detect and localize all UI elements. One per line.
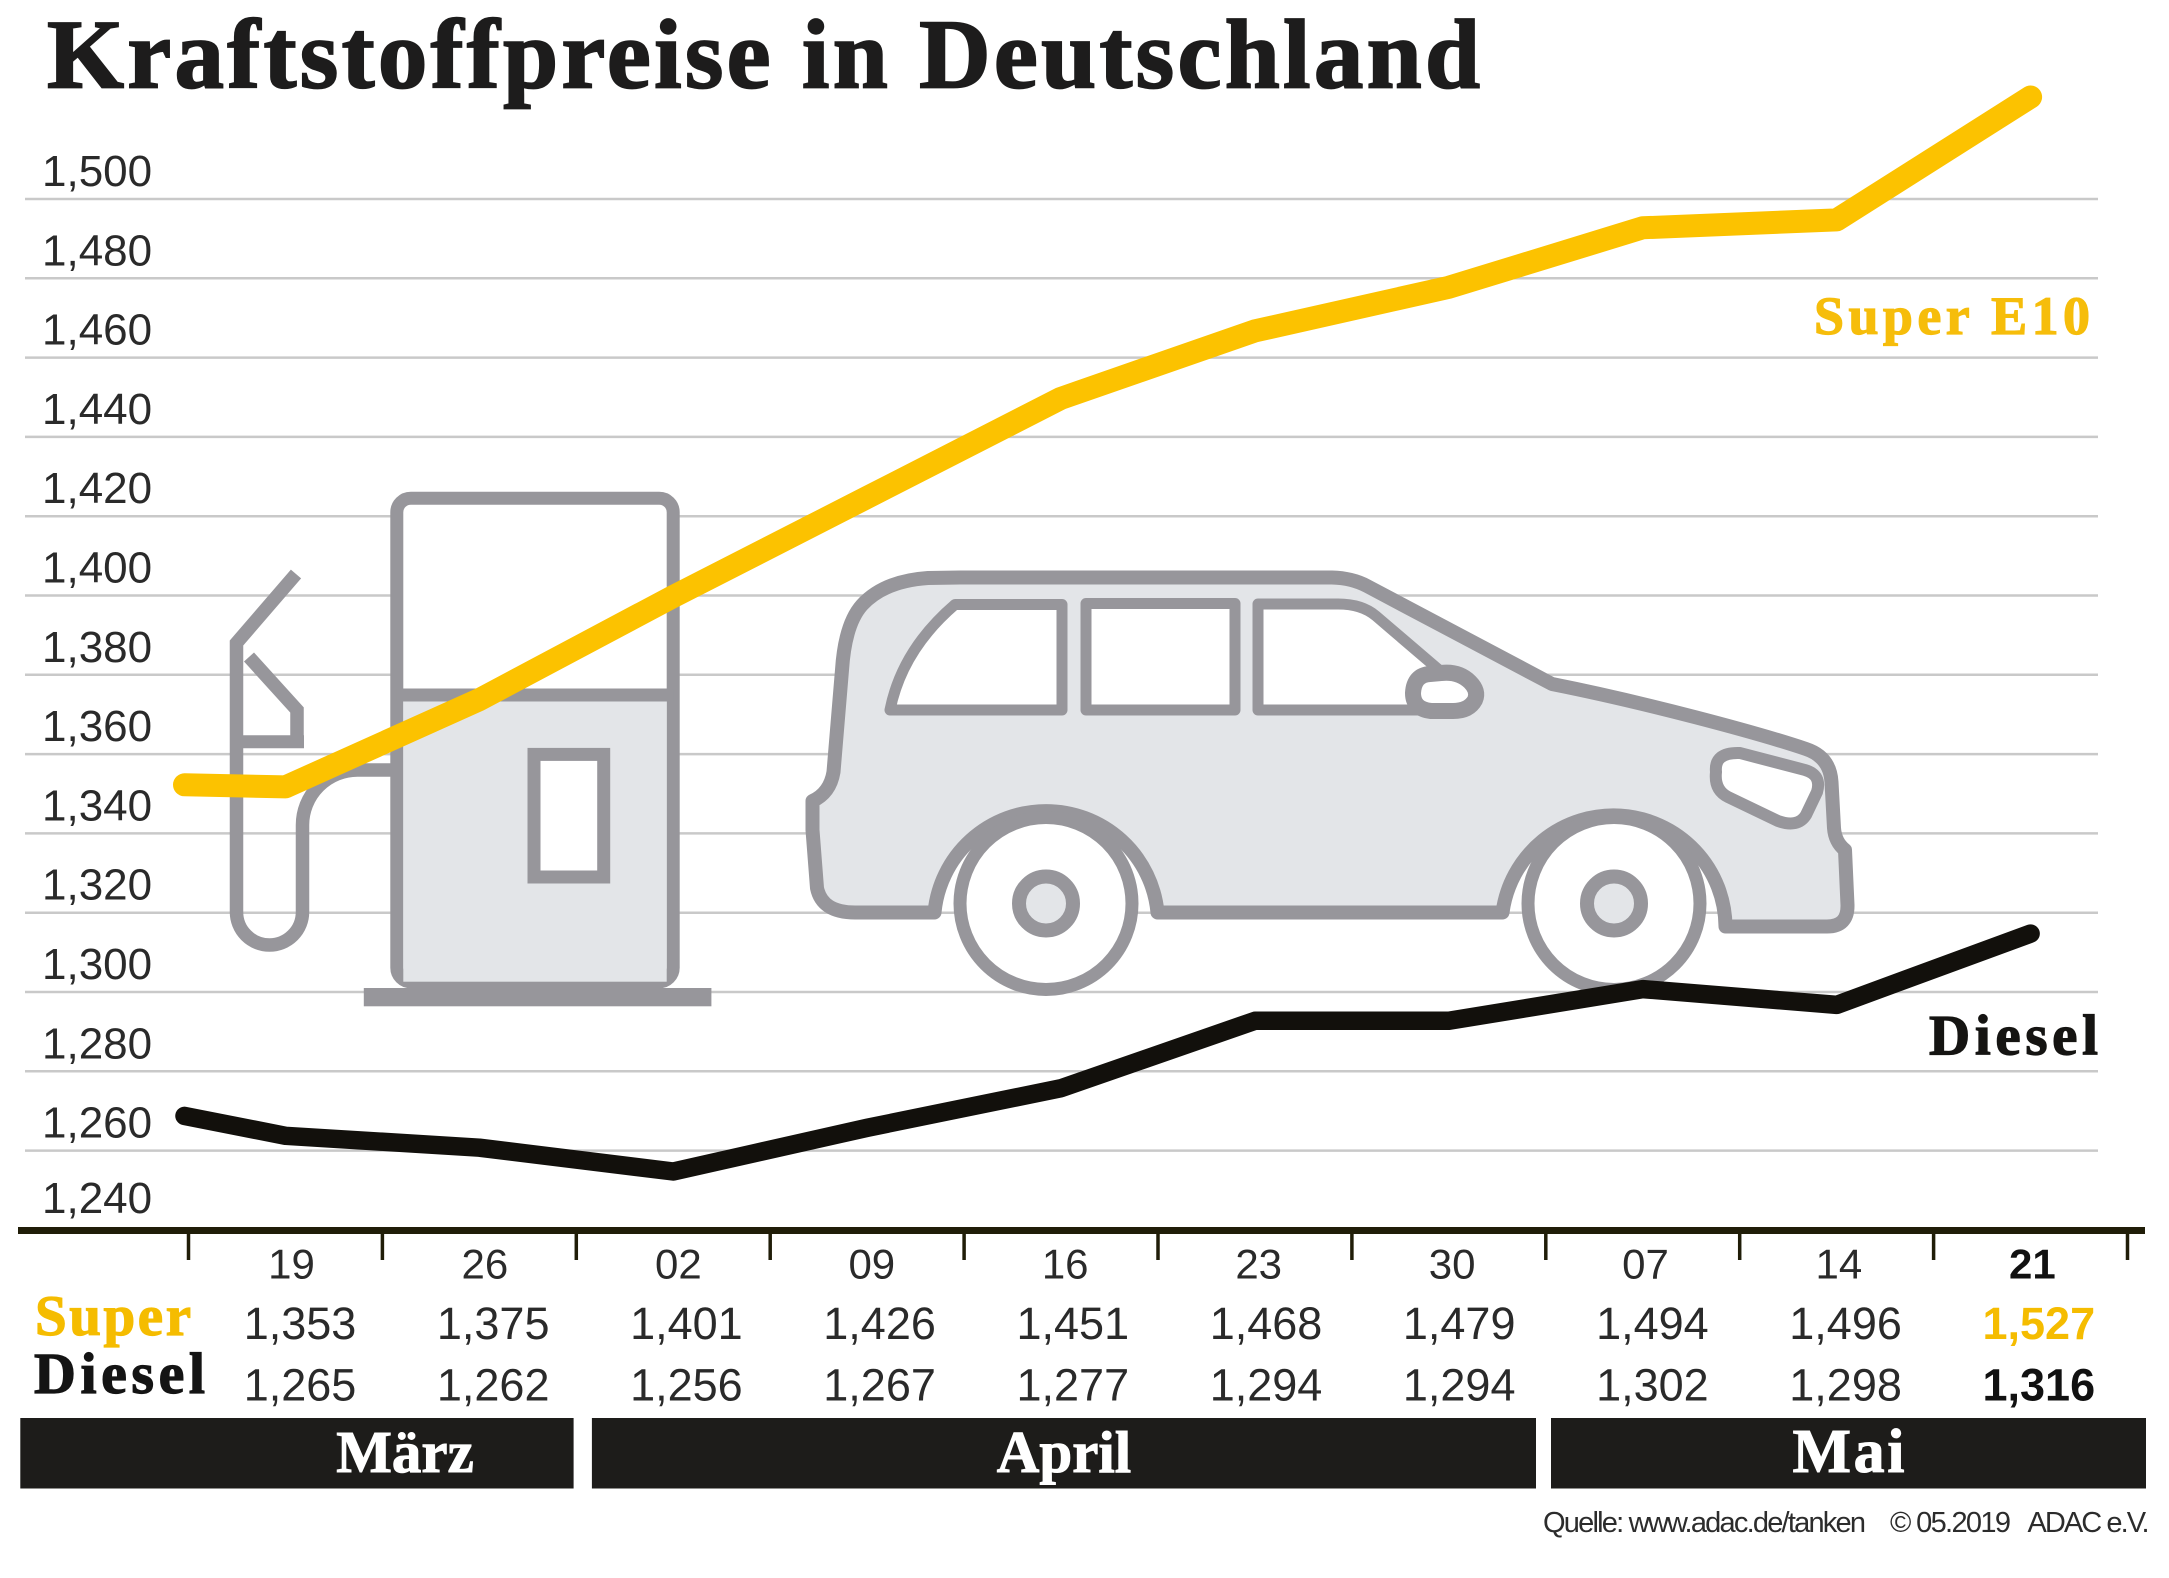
svg-text:1,480: 1,480 — [42, 226, 152, 275]
svg-text:Diesel: Diesel — [1929, 1004, 2098, 1067]
svg-text:07: 07 — [1622, 1241, 1669, 1288]
svg-text:1,294: 1,294 — [1210, 1360, 1323, 1411]
svg-text:1,294: 1,294 — [1403, 1360, 1516, 1411]
svg-text:1,262: 1,262 — [437, 1360, 550, 1411]
svg-text:1,316: 1,316 — [1982, 1360, 2095, 1411]
svg-text:Super: Super — [35, 1285, 191, 1348]
svg-text:1,353: 1,353 — [244, 1298, 357, 1349]
svg-text:Kraftstoffpreise in Deutschlan: Kraftstoffpreise in Deutschland — [47, 1, 1480, 110]
svg-text:ADAC e.V.: ADAC e.V. — [2028, 1507, 2150, 1539]
svg-text:21: 21 — [2009, 1241, 2056, 1288]
svg-text:1,267: 1,267 — [823, 1360, 936, 1411]
svg-text:02: 02 — [655, 1241, 702, 1288]
svg-text:1,298: 1,298 — [1789, 1360, 1902, 1411]
svg-text:1,375: 1,375 — [437, 1298, 550, 1349]
svg-text:1,479: 1,479 — [1403, 1298, 1516, 1349]
svg-text:1,302: 1,302 — [1596, 1360, 1709, 1411]
svg-text:23: 23 — [1235, 1241, 1282, 1288]
svg-text:1,460: 1,460 — [42, 306, 152, 355]
svg-text:1,240: 1,240 — [42, 1174, 152, 1223]
svg-text:Super E10: Super E10 — [1814, 286, 2090, 346]
svg-text:Quelle: www.adac.de/tanken: Quelle: www.adac.de/tanken — [1543, 1507, 1866, 1539]
svg-text:1,500: 1,500 — [42, 147, 152, 196]
svg-text:1,494: 1,494 — [1596, 1298, 1709, 1349]
svg-text:16: 16 — [1042, 1241, 1089, 1288]
svg-text:14: 14 — [1816, 1241, 1863, 1288]
svg-text:09: 09 — [848, 1241, 895, 1288]
svg-text:1,496: 1,496 — [1789, 1298, 1902, 1349]
svg-text:1,265: 1,265 — [244, 1360, 357, 1411]
svg-text:Mai: Mai — [1793, 1418, 1905, 1486]
svg-text:1,426: 1,426 — [823, 1298, 936, 1349]
svg-text:© 05.2019: © 05.2019 — [1890, 1507, 2011, 1539]
svg-text:1,260: 1,260 — [42, 1099, 152, 1148]
svg-text:1,527: 1,527 — [1982, 1298, 2095, 1349]
svg-text:April: April — [997, 1419, 1131, 1485]
svg-text:1,340: 1,340 — [42, 781, 152, 830]
svg-text:1,256: 1,256 — [630, 1360, 743, 1411]
svg-text:1,400: 1,400 — [42, 544, 152, 593]
svg-text:1,280: 1,280 — [42, 1019, 152, 1068]
svg-text:1,451: 1,451 — [1016, 1298, 1129, 1349]
svg-text:1,277: 1,277 — [1016, 1360, 1129, 1411]
svg-text:26: 26 — [462, 1241, 509, 1288]
svg-text:1,440: 1,440 — [42, 385, 152, 434]
svg-text:1,380: 1,380 — [42, 623, 152, 672]
svg-text:Diesel: Diesel — [34, 1341, 205, 1406]
svg-text:30: 30 — [1429, 1241, 1476, 1288]
svg-text:1,401: 1,401 — [630, 1298, 743, 1349]
svg-text:1,360: 1,360 — [42, 702, 152, 751]
svg-text:1,320: 1,320 — [42, 861, 152, 910]
svg-text:März: März — [336, 1419, 474, 1485]
svg-text:1,468: 1,468 — [1210, 1298, 1323, 1349]
svg-text:1,420: 1,420 — [42, 464, 152, 513]
svg-text:1,300: 1,300 — [42, 940, 152, 989]
svg-text:19: 19 — [268, 1241, 315, 1288]
